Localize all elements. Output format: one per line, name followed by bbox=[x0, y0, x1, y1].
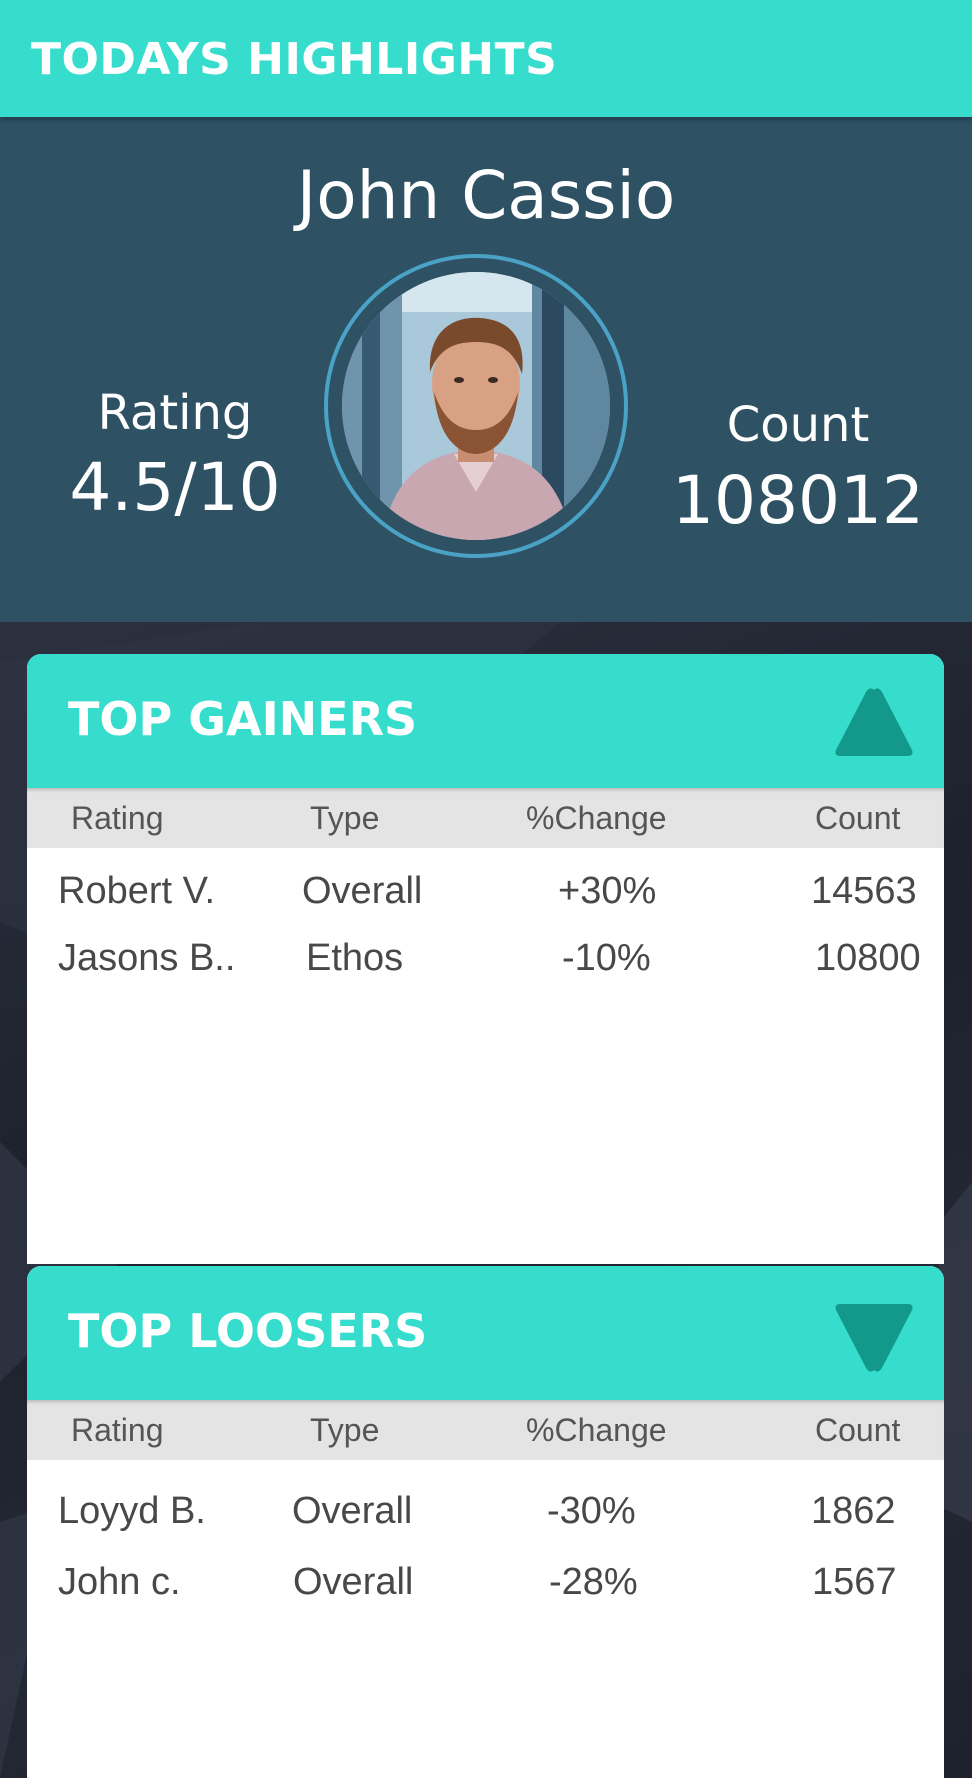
triangle-down-icon[interactable] bbox=[832, 1300, 916, 1376]
avatar-ring bbox=[324, 254, 628, 558]
column-type: Type bbox=[310, 800, 380, 836]
app-bar-title: TODAYS HIGHLIGHTS bbox=[31, 34, 558, 85]
top-losers-column-header: Rating Type %Change Count bbox=[27, 1400, 944, 1460]
row-change: +30% bbox=[558, 870, 657, 912]
row-name: Robert V. bbox=[58, 870, 216, 912]
row-name: Jasons B.. bbox=[58, 937, 236, 979]
avatar[interactable] bbox=[342, 272, 610, 540]
top-gainers-title: TOP GAINERS bbox=[68, 692, 418, 746]
column-change: %Change bbox=[526, 1412, 667, 1448]
profile-name: John Cassio bbox=[296, 157, 676, 234]
row-type: Overall bbox=[292, 1490, 413, 1532]
avatar-photo bbox=[342, 272, 610, 540]
row-name: Loyyd B. bbox=[58, 1490, 206, 1532]
column-count: Count bbox=[815, 1412, 901, 1448]
top-gainers-card: TOP GAINERS Rating Type %Change Count Ro… bbox=[27, 654, 944, 1264]
top-losers-title: TOP LOOSERS bbox=[68, 1304, 428, 1358]
row-count: 14563 bbox=[811, 870, 917, 912]
app-bar: TODAYS HIGHLIGHTS bbox=[0, 0, 972, 117]
rating-label: Rating bbox=[97, 385, 253, 441]
row-count: 1567 bbox=[812, 1561, 897, 1603]
column-count: Count bbox=[815, 800, 901, 836]
row-type: Overall bbox=[293, 1561, 414, 1603]
top-gainers-column-header: Rating Type %Change Count bbox=[27, 788, 944, 848]
top-gainers-header[interactable]: TOP GAINERS bbox=[27, 654, 944, 788]
row-type: Ethos bbox=[306, 937, 404, 979]
profile-hero: John Cassio Rating 4.5/10 Count bbox=[0, 117, 972, 622]
top-losers-card: TOP LOOSERS Rating Type %Change Count Lo… bbox=[27, 1266, 944, 1778]
count-label: Count bbox=[726, 397, 870, 453]
column-change: %Change bbox=[526, 800, 667, 836]
column-rating: Rating bbox=[71, 1412, 164, 1448]
row-name: John c. bbox=[58, 1561, 181, 1603]
row-count: 1862 bbox=[811, 1490, 896, 1532]
column-type: Type bbox=[310, 1412, 380, 1448]
top-losers-header[interactable]: TOP LOOSERS bbox=[27, 1266, 944, 1400]
row-change: -10% bbox=[562, 937, 651, 979]
column-rating: Rating bbox=[71, 800, 164, 836]
row-count: 10800 bbox=[815, 937, 921, 979]
rating-value: 4.5/10 bbox=[69, 449, 281, 526]
row-change: -30% bbox=[547, 1490, 636, 1532]
row-change: -28% bbox=[549, 1561, 638, 1603]
count-value: 108012 bbox=[672, 462, 924, 539]
row-type: Overall bbox=[302, 870, 423, 912]
triangle-up-icon[interactable] bbox=[832, 684, 916, 760]
